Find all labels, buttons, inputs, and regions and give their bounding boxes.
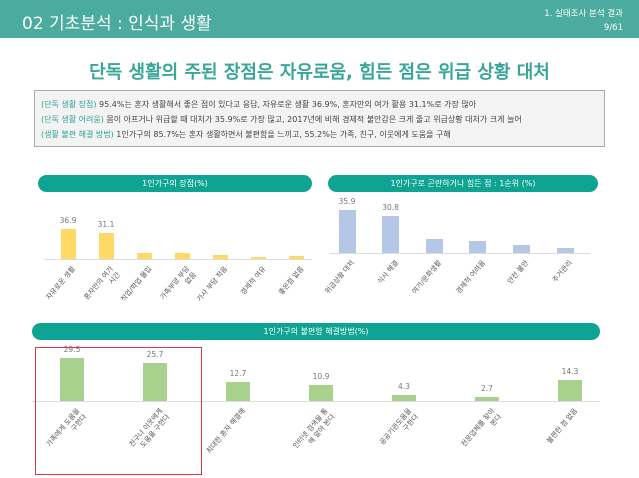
data-label: 10.9 [312,372,330,382]
category-label: 주거관리 [551,259,575,284]
category-label: 공공기관도움을 구한다 [378,407,421,447]
chart-bar [143,363,167,401]
summary-line: (단독 생활 장점) 95.4%는 혼자 생활해서 좋은 점이 있다고 응답, … [41,100,477,109]
chart-bar [382,216,400,253]
section-title: 02 기초분석 : 인식과 생활 [22,14,212,34]
chart-bar [60,228,76,259]
data-label: 14.3 [561,367,579,377]
data-label: 2.7 [481,384,493,394]
chart3-title: 1인가구의 불편함 해결방법(%) [32,323,600,340]
chart-bar [309,385,333,401]
data-label: 29.5 [63,344,81,354]
category-label: 경제적 여유 [238,265,268,297]
chart-bar [250,257,266,259]
header-bar: 02 기초분석 : 인식과 생활 1. 실태조사 분석 결과 9/61 [0,0,639,38]
category-label: 가족부양 부담 없음 [158,265,199,302]
category-label: 불편한 점 없음 [545,407,580,446]
chart-bar [60,357,84,401]
category-label: 가사 부담 적음 [195,265,230,304]
chart-bar [136,253,152,259]
chart2-title: 1인가구로 곤란하거나 힘든 점 : 1순위 (%) [328,175,598,192]
category-label: 경제적 어려움 [454,259,487,296]
section-label: 1. 실태조사 분석 결과 [544,9,623,19]
chart-bar [288,256,304,259]
category-label: 인터넷 검색을 통 해 알아 본다 [292,407,338,451]
data-label: 30.8 [382,203,399,213]
chart-bar [425,239,443,253]
category-label: 안전 불안 [506,259,531,286]
category-label: 전문업체를 찾아 본다 [459,407,504,449]
data-label: 4.3 [398,381,410,391]
chart-bar [212,255,228,259]
data-label: 12.7 [229,369,247,379]
highlight-box [35,347,202,475]
category-label: 여가/문화생활 [410,259,444,296]
category-label: 혼자만의 여가 시간 [82,265,123,302]
chart-baseline [330,253,590,254]
summary-line: (생활 불편 해결 방법) 1인가구의 85.7%는 혼자 생활하면서 불편함을… [41,130,451,139]
chart-baseline [32,401,600,402]
chart-bar [475,397,499,401]
data-label: 36.9 [59,215,77,225]
headline: 단독 생활의 주된 장점은 자유로움, 힘든 점은 위급 상황 대처 [89,62,550,83]
chart-bar [98,233,114,259]
data-label: 25.7 [146,350,164,360]
category-label: 좋은점 없음 [276,265,306,297]
summary-box: (단독 생활 장점) 95.4%는 혼자 생활해서 좋은 점이 있다고 응답, … [34,90,605,147]
chart-bar [338,209,356,253]
summary-line: (단독 생활 어려움) 몸이 아프거나 위급할 때 대처가 35.9%로 가장 … [41,115,522,124]
page-number: 9/61 [603,23,623,33]
category-label: 자유로운 생활 [44,265,78,302]
chart-bar [469,241,487,253]
chart-baseline [44,259,312,260]
chart-bar [556,248,574,253]
category-label: 직업/학업 몰입 [119,265,154,304]
data-label: 31.1 [97,220,115,230]
data-label: 35.9 [338,196,356,206]
chart-bar [512,245,530,253]
chart-bar [226,382,250,401]
chart1-title: 1인가구의 장점(%) [38,175,312,192]
category-label: 식사 해결 [375,259,400,286]
chart-bar [558,380,582,401]
category-label: 최대한 혼자 해결해 [205,407,248,456]
chart-bar [392,394,416,401]
category-label: 위급상황 대처 [323,259,357,296]
chart-bar [174,253,190,259]
